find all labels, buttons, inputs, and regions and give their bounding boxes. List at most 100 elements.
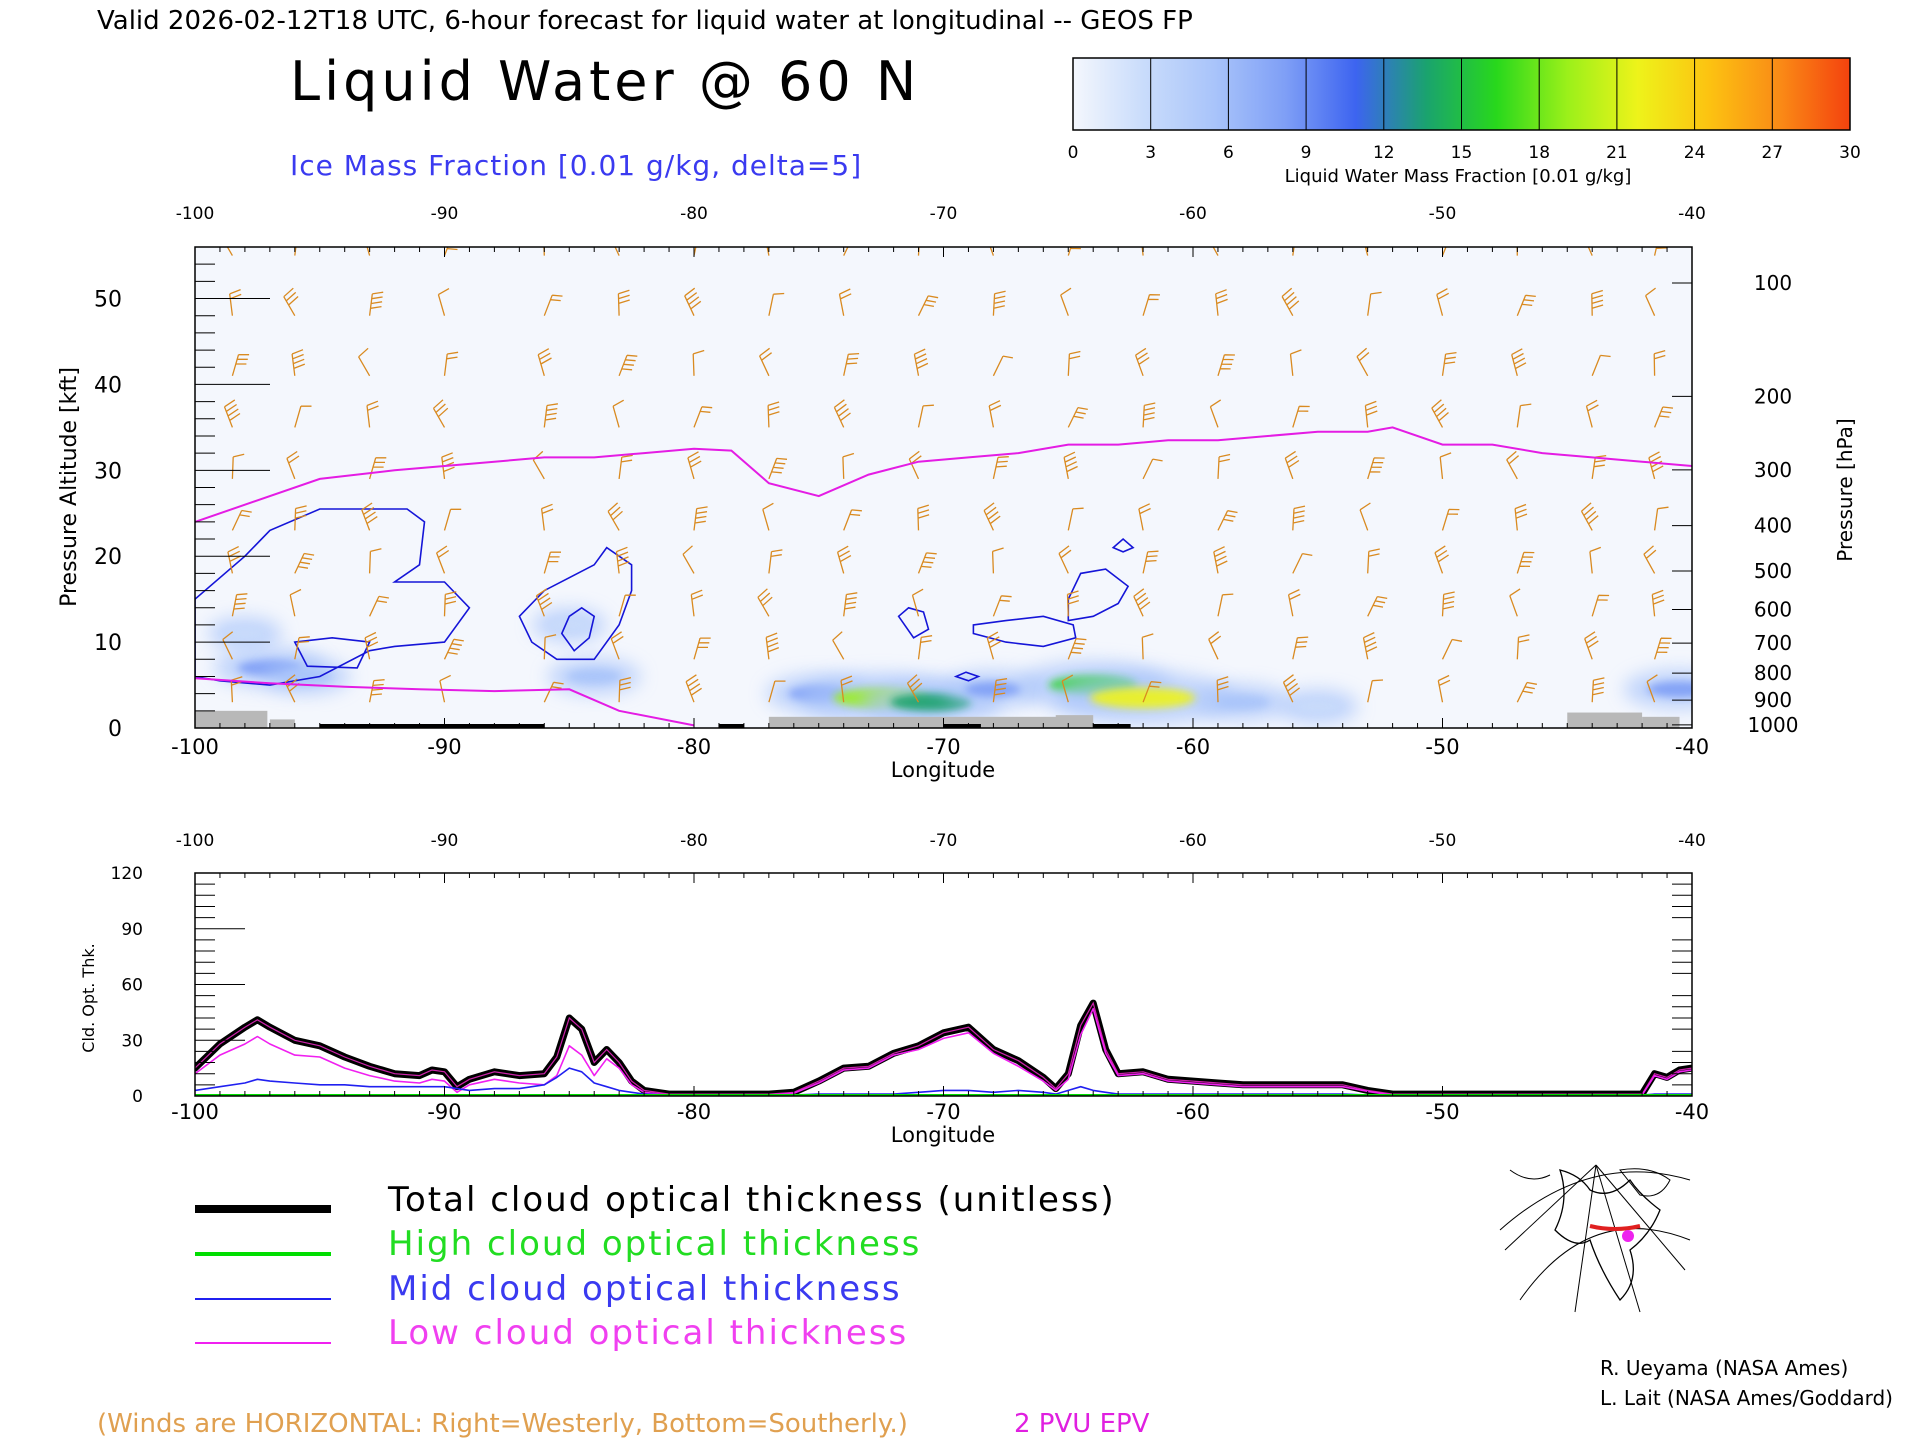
liquid-water-core [223, 626, 267, 641]
series-line [195, 1001, 1692, 1095]
legend-label-mid: Mid cloud optical thickness [388, 1269, 902, 1309]
top-x-tick-label: -70 [926, 735, 960, 759]
wind-barb [294, 552, 315, 574]
wind-barb [1212, 247, 1219, 256]
wind-barb [836, 545, 852, 574]
wind-barb [1142, 402, 1156, 428]
wind-barb [1281, 287, 1300, 317]
wind-barb [917, 504, 930, 531]
liquid-water-core [547, 618, 591, 632]
wind-barb [1653, 406, 1674, 428]
colorbar-tick-label: 0 [1068, 143, 1079, 163]
wind-barb [693, 637, 711, 660]
pressure-axis-label: Pressure [hPa] [1833, 418, 1857, 561]
wind-barb [369, 595, 390, 617]
wind-barb [610, 631, 624, 660]
terrain-sea-segment [718, 724, 744, 728]
wind-barb [1362, 632, 1378, 660]
wind-barb [614, 247, 620, 256]
wind-barb [1061, 674, 1074, 703]
pressure-tick-label: 200 [1754, 384, 1792, 408]
wind-barb [537, 348, 552, 376]
ice-contour [560, 606, 596, 652]
wind-barb [1209, 399, 1222, 428]
bottom-x-top-tick-label: -50 [1429, 831, 1457, 851]
legend-label-low: Low cloud optical thickness [388, 1313, 908, 1353]
wind-barb [833, 399, 851, 428]
wind-barb [1441, 351, 1457, 376]
wind-barb [1653, 506, 1669, 531]
wind-barb [765, 632, 780, 660]
bottom-y-tick-label: 120 [111, 864, 143, 884]
colorbar-tick-label: 30 [1839, 143, 1861, 163]
wind-barb [1651, 589, 1665, 617]
valid-line: Valid 2026-02-12T18 UTC, 6-hour forecast… [97, 6, 1193, 36]
wind-barb [294, 636, 310, 660]
wind-barb [840, 675, 853, 703]
legend: Total cloud optical thickness (unitless)… [195, 1180, 1114, 1353]
wind-barb [1441, 591, 1455, 617]
wind-barb [843, 509, 862, 531]
wind-barb [366, 400, 379, 428]
wind-barb [1589, 546, 1602, 574]
wind-barb [1509, 588, 1521, 617]
wind-barb [231, 354, 250, 376]
wind-barb [443, 351, 459, 376]
terrain-segment [195, 710, 268, 728]
wind-barb [361, 502, 378, 531]
wind-barb [1367, 595, 1388, 617]
wind-barb [1584, 631, 1599, 660]
wind-barb [917, 635, 933, 660]
bottom-y-tick-label: 30 [121, 1031, 143, 1051]
wind-barb [283, 287, 299, 317]
wind-barb [368, 548, 382, 574]
pressure-tick-label: 900 [1754, 688, 1792, 712]
liquid-water-field [207, 608, 1692, 725]
wind-barb [543, 634, 557, 660]
wind-barb [294, 405, 312, 428]
wind-barb [988, 400, 1002, 428]
wind-barb [231, 593, 248, 617]
wind-barb [1359, 502, 1371, 531]
ice-contour [972, 615, 1077, 648]
plot-title: Liquid Water @ 60 N [290, 50, 920, 113]
wind-barb [535, 588, 553, 617]
wind-barb [1591, 677, 1605, 703]
wind-barb [1585, 399, 1599, 428]
wind-barb [759, 347, 772, 377]
optical-thickness-frame [194, 872, 1693, 1097]
ice-contour [1111, 537, 1135, 553]
wind-barb [368, 679, 385, 703]
bottom-x-tick-label: -80 [677, 1100, 711, 1124]
pressure-tick-label: 800 [1754, 661, 1792, 685]
colorbar-tick-label: 27 [1761, 143, 1783, 163]
colorbar-tick-label: 18 [1528, 143, 1550, 163]
wind-barb [1292, 405, 1310, 428]
wind-barb [543, 681, 564, 703]
wind-barb [284, 674, 300, 703]
wind-barb [1284, 450, 1300, 480]
bottom-y-tick-label: 0 [132, 1087, 143, 1107]
wind-barb [1645, 287, 1656, 316]
wind-barb [1591, 354, 1611, 377]
colorbar-tick-label: 15 [1451, 143, 1473, 163]
wind-barb [1441, 638, 1463, 660]
liquid-water-core [1216, 694, 1270, 710]
wind-barb [1133, 588, 1151, 617]
colorbar-tick-label: 21 [1606, 143, 1628, 163]
wind-barb [1516, 403, 1532, 428]
bottom-x-tick-label: -90 [427, 1100, 461, 1124]
wind-barb [1367, 679, 1384, 703]
wind-barb [1516, 551, 1535, 574]
bottom-x-top-tick-label: -100 [176, 831, 215, 851]
pressure-tick-label: 500 [1754, 559, 1792, 583]
cross-section-axes: -100 -100 -90 -90 -80 -80 -70 -70 -60 -60 -50 -50 -4… [94, 204, 1798, 759]
wind-barb [762, 502, 774, 531]
wind-barb [439, 674, 451, 703]
wind-barb [1142, 294, 1161, 316]
top-x-top-tick-label: -100 [176, 204, 215, 224]
colorbar-tick-label: 9 [1301, 143, 1312, 163]
wind-barb [1289, 349, 1302, 376]
wind-barb [612, 399, 625, 428]
wind-barb [1591, 594, 1610, 617]
